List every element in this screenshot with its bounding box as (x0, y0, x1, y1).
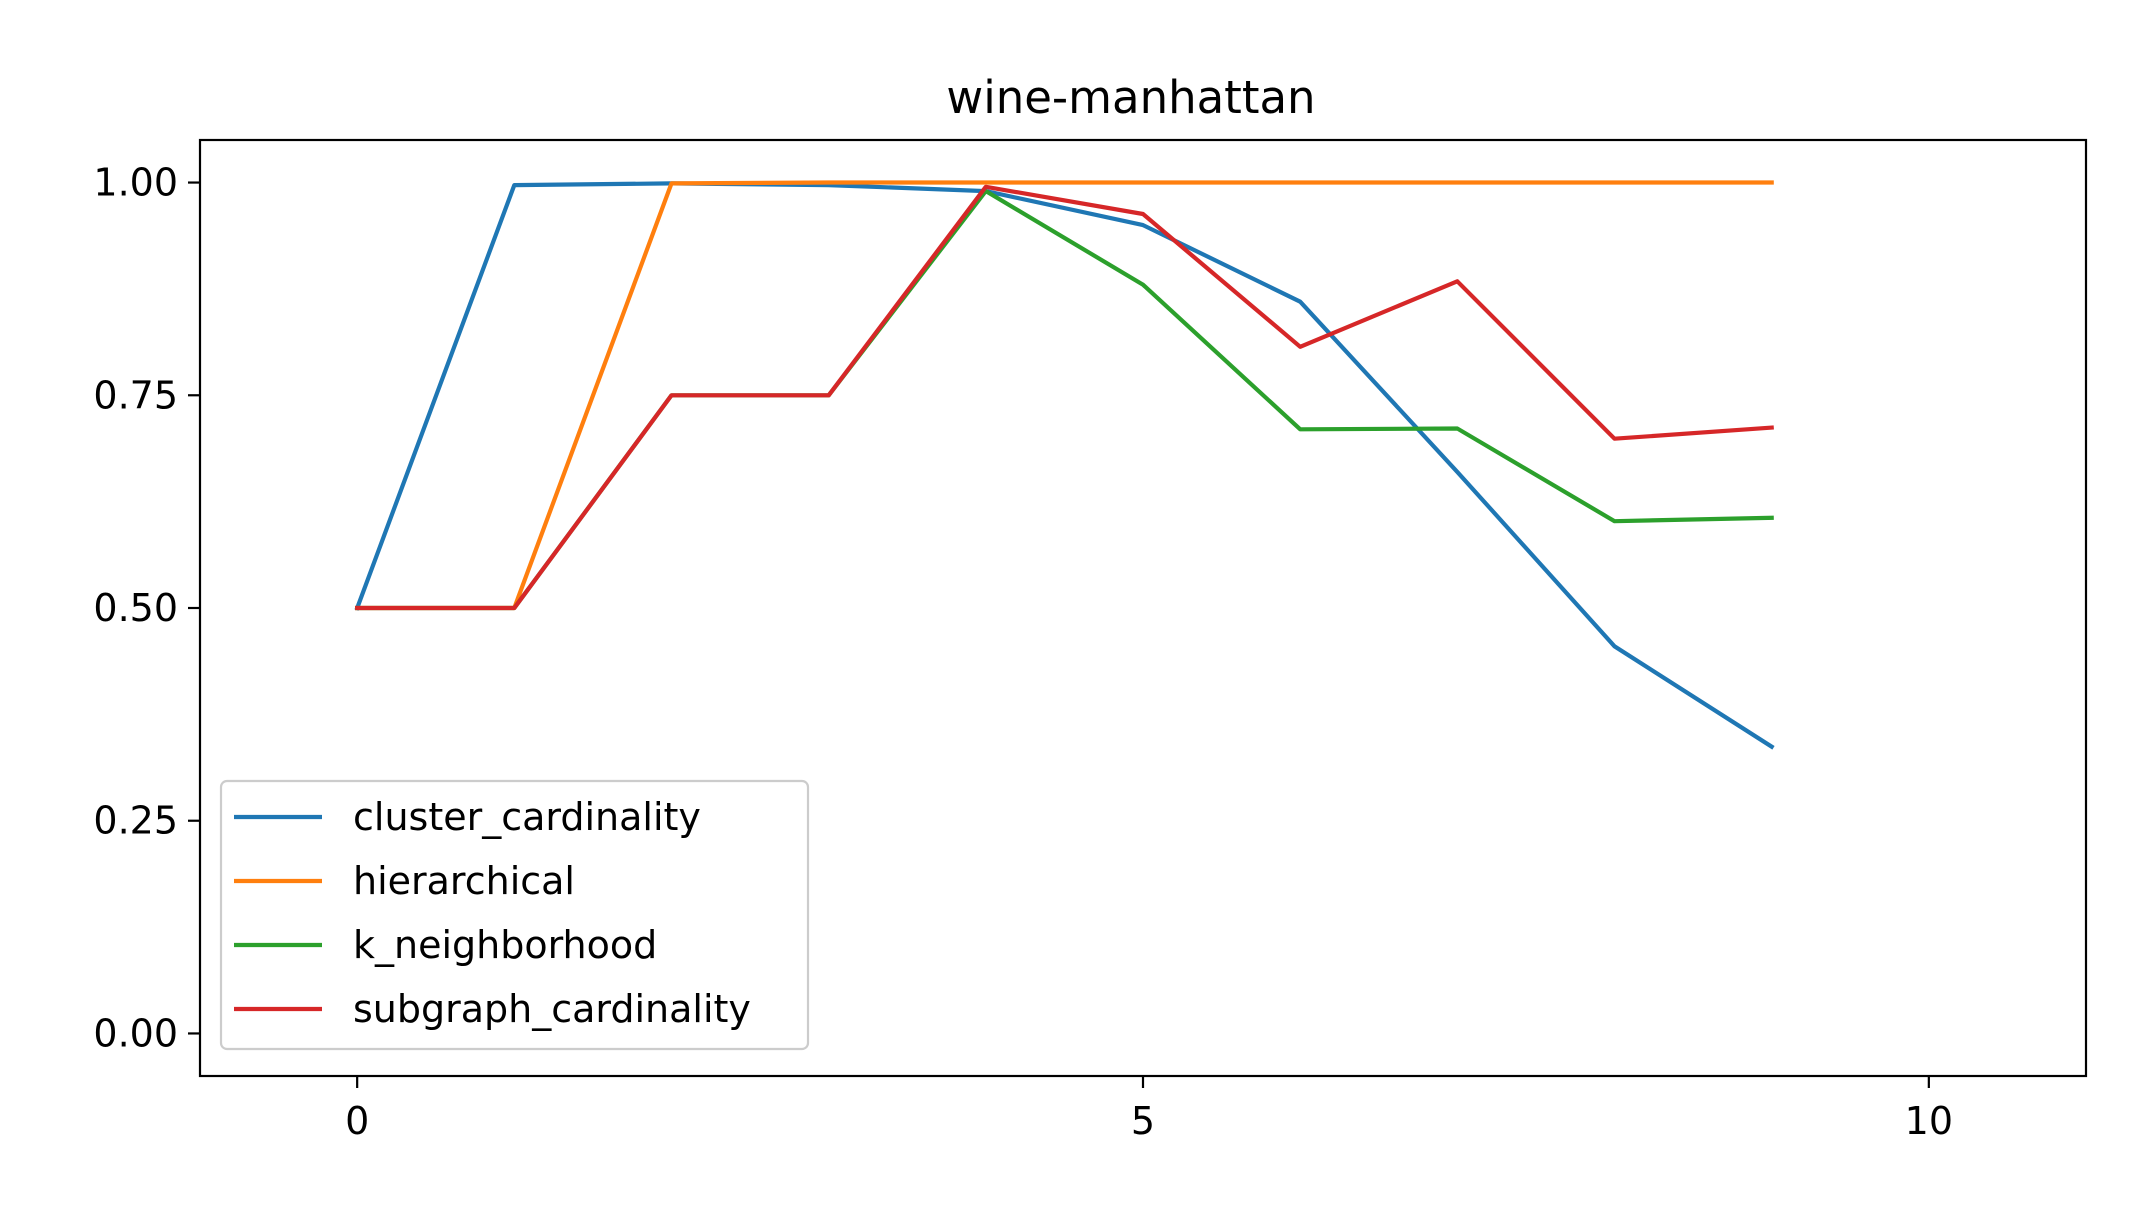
legend-label-cluster-cardinality: cluster_cardinality (353, 795, 701, 839)
y-tick-label: 0.75 (93, 373, 178, 417)
legend-box (219, 779, 810, 1051)
series-line-hierarchical (355, 180, 1774, 611)
x-tick-label: 10 (1905, 1099, 1953, 1143)
legend-label-subgraph-cardinality: subgraph_cardinality (353, 987, 751, 1031)
y-tick-label: 0.50 (93, 586, 178, 630)
y-tick-label: 1.00 (93, 161, 178, 205)
legend-label-hierarchical: hierarchical (353, 859, 575, 903)
legend: cluster_cardinality hierarchical k_neighbo… (219, 779, 810, 1051)
series-line-cluster-cardinality (354, 181, 1775, 750)
y-tick-label: 0.25 (93, 799, 178, 843)
axes-layer: 0 5 10 0.00 0.25 0.50 0.75 1.00 (93, 138, 2088, 1143)
y-tick-label: 0.00 (93, 1011, 178, 1055)
series-line-subgraph-cardinality (355, 184, 1774, 611)
chart-title: wine-manhattan (946, 71, 1315, 124)
series-layer (354, 180, 1775, 750)
legend-label-k-neighborhood: k_neighborhood (353, 923, 657, 967)
x-tick-label: 5 (1131, 1099, 1155, 1143)
x-tick-label: 0 (345, 1099, 369, 1143)
